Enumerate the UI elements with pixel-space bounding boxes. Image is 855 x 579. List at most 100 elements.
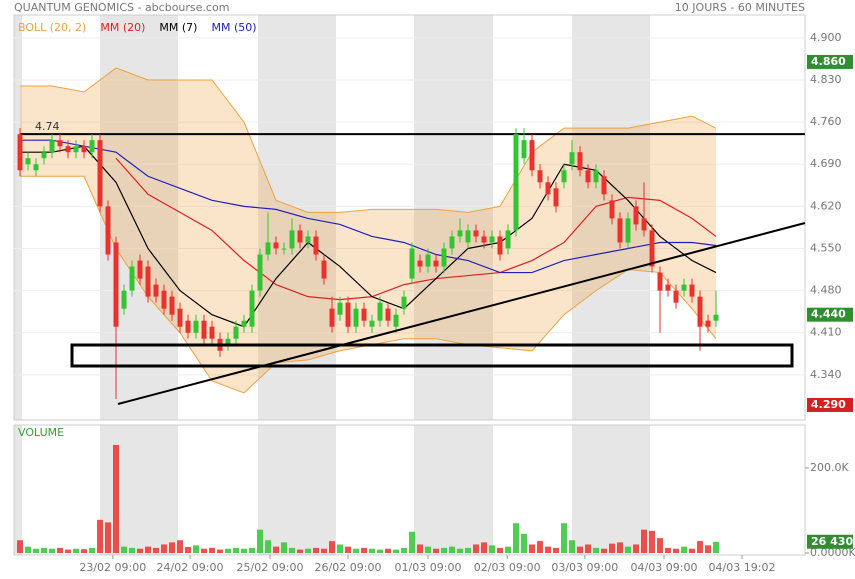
volume-marker (807, 534, 853, 549)
volume-bar (225, 548, 231, 553)
bollinger-fill (20, 67, 716, 393)
candle-body (665, 284, 671, 291)
candle-body (113, 242, 119, 327)
candle-body (201, 320, 207, 339)
volume-frame (13, 424, 806, 556)
price-marker-label: 4.290 (811, 398, 846, 411)
volume-bar (241, 548, 247, 553)
volume-bar (281, 542, 287, 553)
x-tick-label: 04/03 09:00 (631, 561, 698, 574)
candle-body (161, 290, 167, 309)
candle-body (353, 308, 359, 327)
candle-body (633, 206, 639, 225)
candle-body (313, 236, 319, 255)
candle-body (697, 296, 703, 327)
volume-bar (441, 547, 447, 553)
candle-body (465, 230, 471, 243)
price-frame (13, 14, 806, 421)
candle-body (89, 140, 95, 153)
volume-bar (17, 540, 23, 553)
volume-bar (129, 547, 135, 553)
volume-bar (297, 549, 303, 553)
volume-bar (57, 547, 63, 553)
volume-bar (257, 529, 263, 553)
candle-body (417, 260, 423, 267)
volume-title: VOLUME (18, 426, 64, 439)
volume-bar (433, 548, 439, 553)
volume-bar (41, 547, 47, 553)
volume-bar (593, 547, 599, 553)
volume-bar (65, 549, 71, 553)
volume-bar (633, 544, 639, 553)
candle-body (153, 284, 159, 297)
volume-marker-label: 26 430 (811, 535, 853, 548)
candle-body (185, 320, 191, 333)
candle-body (321, 260, 327, 279)
candle-body (609, 200, 615, 219)
volume-bar (513, 523, 519, 553)
volume-bar (585, 544, 591, 553)
candle-body (457, 230, 463, 237)
bollinger-upper (20, 67, 717, 213)
trend-line (117, 222, 806, 405)
candle-body (57, 140, 63, 147)
y-tick-label: 4.620 (810, 199, 842, 212)
candle-body (145, 266, 151, 297)
volume-bar (617, 542, 623, 553)
y-tick-label: 4.480 (810, 284, 842, 297)
volume-tick-label: 200.0K (810, 461, 849, 474)
volume-bar (377, 549, 383, 553)
candle-body (105, 206, 111, 255)
volume-bar (209, 547, 215, 553)
y-tick-label: 4.340 (810, 368, 842, 381)
legend-entry: MM (50) (211, 21, 256, 34)
plot: 4.340 4.410 4.480 4.550 4.620 4.690 4.760 4.830… (14, 21, 855, 574)
price-marker-label: 4.440 (811, 308, 846, 321)
volume-bar (609, 543, 615, 553)
volume-bar (353, 548, 359, 553)
price-marker (807, 307, 853, 322)
moving-average (115, 157, 717, 301)
candle-body (545, 182, 551, 195)
candle-body (337, 302, 343, 315)
candle-body (361, 308, 367, 321)
volume-bar (641, 529, 647, 553)
volume-bar (561, 523, 567, 553)
candle-body (17, 134, 23, 171)
volume-bar (369, 548, 375, 553)
candle-body (473, 230, 479, 237)
x-tick-label: 25/02 09:00 (237, 561, 304, 574)
chart-title: QUANTUM GENOMICS - abcbourse.com (14, 1, 229, 14)
candle-body (33, 164, 39, 171)
x-tick-label: 01/03 09:00 (395, 561, 462, 574)
support-box (70, 343, 794, 368)
volume-bar (401, 547, 407, 553)
candle-body (649, 230, 655, 267)
candle-body (489, 236, 495, 243)
volume-bar (553, 547, 559, 553)
candle-body (441, 248, 447, 267)
candle-body (425, 254, 431, 267)
volume-bar (705, 545, 711, 553)
candle-body (265, 242, 271, 255)
candle-body (289, 230, 295, 249)
candle-body (713, 314, 719, 321)
candle-body (673, 290, 679, 303)
volume-bar (681, 546, 687, 553)
candle-body (129, 266, 135, 291)
volume-bar (569, 540, 575, 553)
volume-bar (521, 533, 527, 553)
candle-body (521, 140, 527, 159)
candle-body (193, 320, 199, 333)
candle-body (305, 236, 311, 243)
volume-bar (89, 547, 95, 553)
candle-body (401, 296, 407, 309)
candle-body (681, 284, 687, 291)
candle-body (369, 320, 375, 327)
volume-bar (177, 540, 183, 553)
candle-body (593, 170, 599, 183)
volume-bar (697, 541, 703, 553)
candle-body (233, 326, 239, 339)
volume-bar (545, 546, 551, 553)
